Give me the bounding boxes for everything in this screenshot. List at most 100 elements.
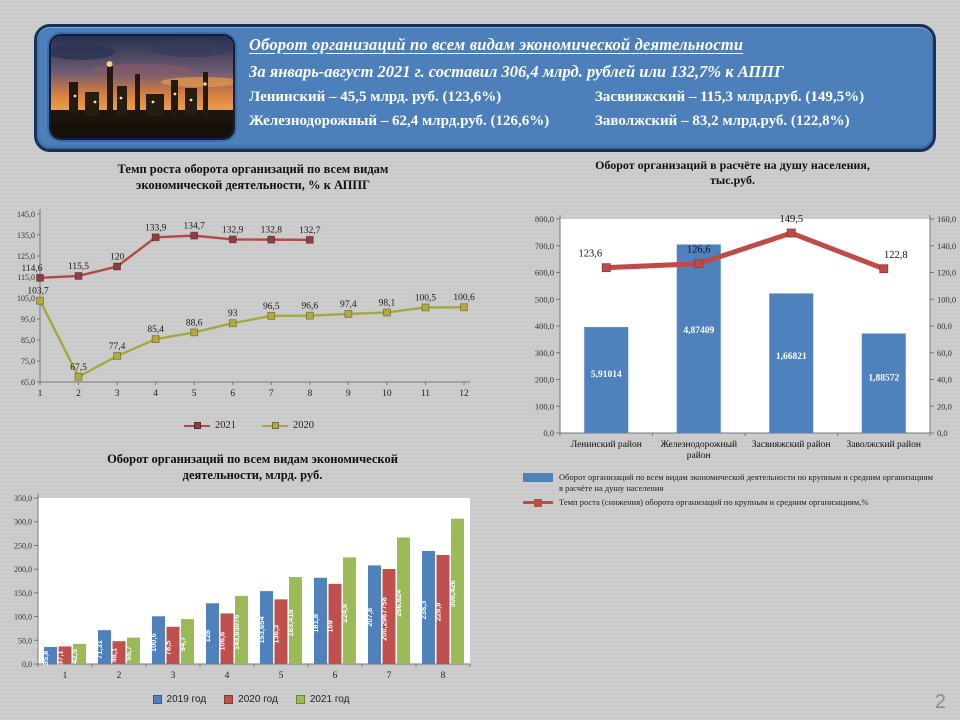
svg-text:3: 3 (171, 671, 176, 681)
svg-text:200,0: 200,0 (535, 375, 554, 385)
bar (58, 646, 72, 664)
svg-text:140,0: 140,0 (937, 241, 956, 251)
svg-text:8: 8 (441, 671, 446, 681)
bar (112, 641, 126, 664)
bar-label: 224,8 (340, 604, 349, 623)
marker (36, 273, 44, 282)
svg-text:80,0: 80,0 (937, 321, 952, 331)
bar-label: 143,63076 (232, 615, 241, 650)
marker (113, 262, 121, 271)
svg-text:12: 12 (459, 389, 469, 399)
data-label: 149,5 (779, 214, 803, 225)
bar (73, 643, 86, 664)
category-label: Железнодорожный район (660, 440, 738, 461)
bar (206, 603, 219, 664)
bar-label: 238,3 (419, 601, 428, 620)
svg-text:400,0: 400,0 (535, 321, 554, 331)
stat-leninsky: Ленинский – 45,5 млрд. руб. (123,6%) (249, 89, 502, 105)
data-label: 120 (110, 253, 125, 263)
svg-text:700,0: 700,0 (535, 241, 554, 251)
series-2020 год: 37,1 48,1 78,5 106,6 136,3 169 200,2967758 229,… (56, 554, 450, 665)
marker (786, 228, 796, 238)
bar-label: 1,88572 (868, 373, 899, 383)
bar-label: 55,7 (124, 646, 133, 661)
per-capita-x-labels: Ленинский район Железнодорожный район Засв… (505, 440, 960, 470)
svg-text:350,0: 350,0 (14, 494, 32, 503)
svg-text:135,0: 135,0 (17, 231, 35, 240)
svg-text:1: 1 (63, 671, 68, 681)
bar-label: 200,2967758 (380, 597, 389, 641)
svg-text:85,0: 85,0 (21, 336, 35, 345)
bar (676, 244, 721, 433)
data-label: 123,6 (578, 249, 602, 260)
svg-text:8: 8 (307, 389, 312, 399)
bar-label: 1,66821 (776, 352, 807, 362)
svg-text:250,0: 250,0 (14, 541, 32, 550)
svg-text:0,0: 0,0 (22, 660, 32, 669)
svg-text:2: 2 (76, 389, 81, 399)
per-capita-plot: 800,0 700,0 600,0 500,0 400,0 300,0 200,0 100,0… (535, 214, 956, 438)
data-label: 77,4 (109, 342, 126, 352)
category-label: Заволжский район (846, 440, 921, 450)
marker (228, 319, 237, 328)
legend-item-2021: 2021 (184, 420, 236, 431)
svg-text:2: 2 (117, 671, 122, 681)
svg-text:50,0: 50,0 (18, 636, 32, 645)
marker (113, 352, 121, 360)
series-2020: 103,7 67,5 77,4 85,4 88,6 93 96,5 96,6 97,4 98,1 1… (27, 287, 475, 381)
marker (267, 235, 276, 244)
svg-text:10: 10 (382, 389, 392, 399)
svg-text:300,0: 300,0 (14, 518, 32, 527)
bar (422, 550, 435, 664)
svg-text:150,0: 150,0 (14, 589, 32, 598)
category-label: Ленинский район (570, 440, 642, 450)
bar-label: 37,1 (56, 650, 65, 665)
bar-label: 136,3 (272, 625, 281, 644)
svg-text:65,0: 65,0 (21, 378, 35, 387)
svg-text:0,0: 0,0 (937, 428, 948, 438)
bar-label: 35,8 (41, 651, 50, 666)
tempo-line: 123,6 126,6 149,5 122,8 (578, 214, 908, 274)
data-label: 114,6 (21, 264, 42, 274)
svg-text:4: 4 (153, 389, 158, 399)
marker (228, 235, 237, 244)
chart-per-capita-title: Оборот организаций в расчёте на душу нас… (595, 158, 870, 187)
data-label: 88,6 (186, 318, 203, 328)
header-subtitle: За январь-август 2021 г. составил 306,4 … (249, 62, 784, 81)
series-2021: 114,6 115,5 120 133,9 134,7 132,9 132,8 132,7 (21, 222, 321, 282)
growth-rate-plot: 145,0 135,0 125,0 115,0 105,0 95,0 85,0 75,0 65,… (17, 209, 475, 399)
bar-label: 266,824 (394, 589, 403, 617)
bar (861, 333, 906, 433)
bar-label: 5,91014 (591, 370, 622, 380)
bar (451, 518, 464, 664)
bar (127, 637, 140, 664)
svg-text:125,0: 125,0 (17, 252, 35, 261)
marker (421, 303, 430, 312)
svg-text:200,0: 200,0 (14, 565, 32, 574)
stat-zasviyazhsky: Засвияжский – 115,3 млрд.руб. (149,5%) (595, 89, 865, 105)
svg-text:4: 4 (225, 671, 230, 681)
svg-text:100,0: 100,0 (535, 401, 554, 411)
chart-growth-rate-title: Темп роста оборота организаций по всем в… (117, 162, 389, 192)
marker (36, 296, 44, 305)
svg-text:95,0: 95,0 (21, 315, 35, 324)
chart-per-capita: Оборот организаций в расчёте на душу нас… (505, 158, 960, 518)
bar (166, 626, 180, 664)
bar-label: 181,8 (311, 614, 320, 633)
bar-label: 48,1 (110, 648, 119, 663)
header-box: Оборот организаций по всем видам экономи… (34, 24, 936, 152)
data-label: 132,9 (222, 225, 244, 235)
data-label: 96,5 (263, 302, 280, 312)
marker (694, 259, 704, 269)
refinery-illustration (51, 36, 233, 138)
bar-label: 4,87409 (683, 326, 714, 336)
chart-turnover-title: Оборот организаций по всем видам экономи… (107, 452, 398, 482)
svg-text:600,0: 600,0 (535, 268, 554, 278)
bar (44, 647, 57, 664)
svg-text:115,0: 115,0 (17, 273, 35, 282)
data-label: 98,1 (379, 298, 396, 308)
page-number: 2 (934, 691, 946, 713)
marker (383, 308, 391, 317)
legend-item-2020: 2020 год (224, 694, 278, 705)
